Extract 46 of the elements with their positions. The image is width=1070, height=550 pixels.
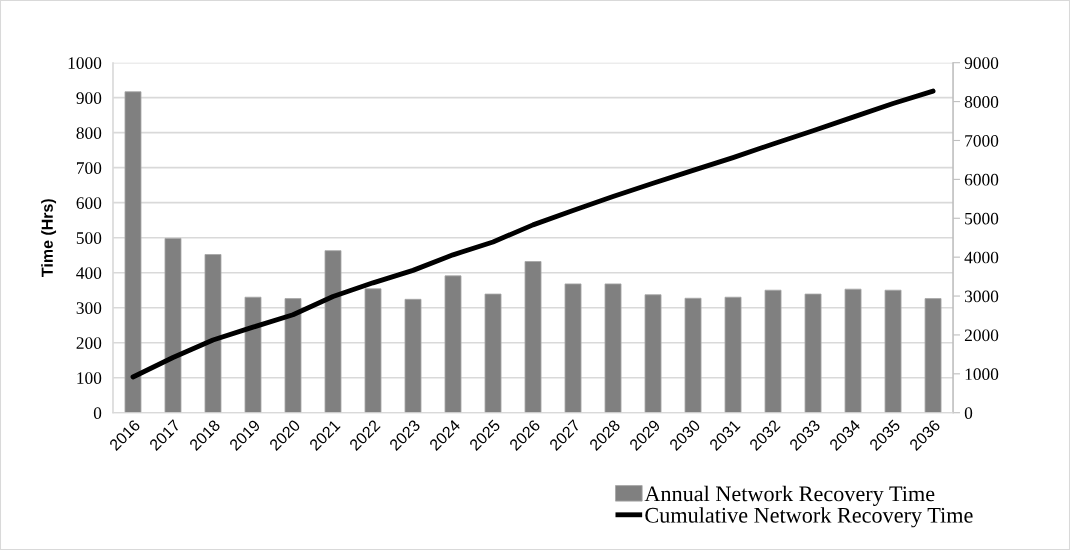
bar [284,298,302,413]
bar [524,261,542,413]
y2-tick-label: 5000 [965,212,999,225]
bar [644,294,662,413]
bar [124,91,142,413]
y-tick-label: 100 [77,372,102,384]
y-tick-label: 800 [76,127,102,139]
y2-tick-label: 1000 [965,368,999,381]
y2-tick-label: 0 [964,407,973,419]
bar [364,288,382,413]
legend-label: Annual Network Recovery Time [644,485,935,506]
y-tick-label: 300 [76,302,102,314]
y2-tick-label: 3000 [964,290,999,303]
y2-tick-label: 2000 [964,329,999,342]
bar [244,296,262,413]
bar [884,289,902,413]
bar [604,283,622,413]
y2-tick-label: 8000 [964,96,999,108]
bar [204,254,222,413]
y2-tick-label: 7000 [965,134,999,147]
bar [564,283,582,413]
y-tick-label: 600 [76,197,102,209]
y-tick-label: 900 [76,92,102,104]
bar [444,275,462,413]
bar [404,298,422,413]
bar [164,237,182,413]
bar [684,297,702,413]
y-tick-label: 0 [93,407,102,419]
y-tick-label: 200 [76,337,102,349]
y-tick-label: 1000 [68,57,102,69]
y2-tick-label: 4000 [964,251,999,264]
bar [844,288,862,413]
y2-tick-label: 6000 [964,173,999,186]
bar [724,296,742,413]
line-series [130,88,936,380]
y-tick-label: 400 [76,267,102,279]
legend-label: Cumulative Network Recovery Time [645,507,973,528]
y-tick-label: 500 [76,232,102,244]
bar [804,293,822,413]
y-tick-label: 700 [76,162,102,174]
y-axis-title: Time (Hrs) [41,199,57,277]
bar [924,298,942,413]
bar [764,289,782,413]
bar [324,250,342,413]
y2-tick-label: 9000 [964,57,999,69]
bar [484,293,502,413]
